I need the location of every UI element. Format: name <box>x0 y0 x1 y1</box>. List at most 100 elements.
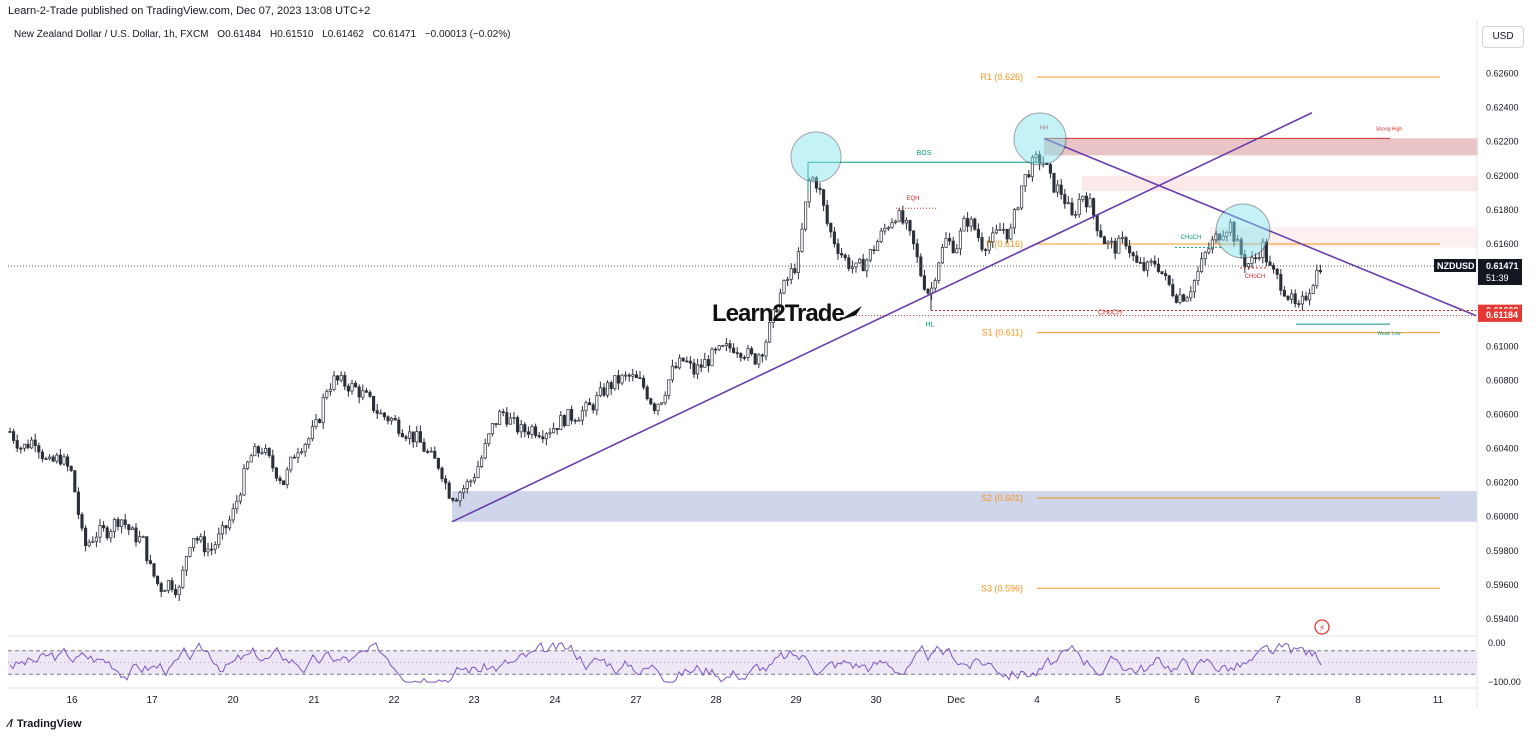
price-tick-4: 0.61800 <box>1486 205 1519 215</box>
pivot-label-4: S3 (0.596) <box>981 583 1023 593</box>
candle-body <box>998 229 1002 231</box>
weak-low-label: Weak Low <box>1377 331 1401 337</box>
candle-body <box>696 364 700 375</box>
candle-body <box>512 417 516 419</box>
candle-body <box>678 357 682 369</box>
candle-body <box>58 454 62 465</box>
candle-body <box>1009 227 1013 240</box>
time-tick-7: 27 <box>630 695 642 706</box>
symbol-legend: New Zealand Dollar / U.S. Dollar, 1h, FX… <box>14 29 516 40</box>
candle-body <box>444 478 448 484</box>
drawings-layer: BOS HH EQH HL CHoCH CHoCH CHoCH Strong High Weak… <box>8 112 1477 523</box>
candle-body <box>1012 209 1016 229</box>
candle-body <box>1070 202 1074 216</box>
candle-body <box>231 508 235 521</box>
price-tick-3: 0.62000 <box>1486 171 1519 181</box>
candle-body <box>832 231 836 245</box>
candle-body <box>12 431 16 441</box>
demand-zone <box>452 491 1477 522</box>
candle-body <box>620 374 624 384</box>
choch-label-1: CHoCH <box>1181 235 1202 241</box>
candle-body <box>1232 221 1236 242</box>
ohlc-open: O0.61484 <box>217 29 262 40</box>
candle-body <box>1138 262 1142 264</box>
time-tick-0: 16 <box>66 695 78 706</box>
candle-body <box>134 527 138 543</box>
candle-body <box>228 519 232 529</box>
time-tick-16: 8 <box>1355 695 1361 706</box>
candle-body <box>494 423 498 425</box>
candle-body <box>724 343 728 347</box>
candle-body <box>102 525 106 529</box>
price-tick-15: 0.59600 <box>1486 580 1519 590</box>
candle-body <box>606 382 610 396</box>
candle-body <box>145 536 149 561</box>
candle-body <box>584 402 588 412</box>
candle-body <box>109 531 113 539</box>
candle-body <box>307 438 311 445</box>
candle-body <box>382 412 386 418</box>
candle-body <box>397 419 401 434</box>
price-axis-layer: 0.62600 0.62400 0.62200 0.62000 0.61800 0.616… <box>8 20 1519 708</box>
choch-label-2: CHoCH <box>1245 274 1266 280</box>
candle-body <box>850 266 854 269</box>
candle-body <box>822 189 826 206</box>
candle-body <box>962 218 966 232</box>
candle-body <box>519 424 523 433</box>
candle-body <box>1131 252 1135 257</box>
tradingview-footer: ⁄/TradingView <box>8 718 82 730</box>
symbol-description: New Zealand Dollar / U.S. Dollar, 1h, FX… <box>14 29 209 40</box>
ohlc-high: H0.61510 <box>270 29 314 40</box>
candle-body <box>1110 240 1114 243</box>
strong-high-label: Strong High <box>1376 126 1403 132</box>
candle-body <box>868 249 872 261</box>
candle-body <box>354 382 358 388</box>
candle-body <box>645 386 649 400</box>
pivot-levels-layer: R1 (0.626) P (0.616) S1 (0.611) S2 (0.601) S… <box>980 72 1440 593</box>
candle-body <box>1095 214 1099 232</box>
candle-body <box>768 322 772 343</box>
currency-button[interactable]: USD <box>1482 26 1524 48</box>
candle-body <box>26 443 30 449</box>
candle-body <box>1088 198 1092 208</box>
candle-body <box>127 524 131 531</box>
candle-body <box>980 237 984 250</box>
candle-body <box>1052 172 1056 193</box>
candle-body <box>994 229 998 234</box>
candle-body <box>1056 184 1060 193</box>
candle-body <box>156 575 160 584</box>
candle-body <box>818 187 822 191</box>
candle-body <box>1081 195 1085 200</box>
price-tick-9: 0.60800 <box>1486 375 1519 385</box>
candle-body <box>505 412 509 425</box>
candle-body <box>530 426 534 435</box>
candle-body <box>904 220 908 224</box>
candle-body <box>1005 228 1009 240</box>
symbol-badge <box>1434 258 1476 272</box>
candle-body <box>62 456 66 465</box>
candle-body <box>796 251 800 274</box>
candle-body <box>1297 303 1301 305</box>
candle-body <box>1002 228 1006 231</box>
candle-body <box>894 220 898 223</box>
candle-body <box>1016 207 1020 210</box>
candle-body <box>375 410 379 414</box>
candle-body <box>523 424 527 433</box>
candle-body <box>825 204 829 224</box>
candle-body <box>955 248 959 254</box>
candle-body <box>753 353 757 365</box>
candle-body <box>739 353 743 358</box>
candle-body <box>465 481 469 489</box>
candle-body <box>1153 260 1157 265</box>
candle-body <box>1221 235 1225 241</box>
price-change: −0.00013 (−0.02%) <box>424 29 511 40</box>
candle-body <box>1196 271 1200 281</box>
watermark-arrow-icon <box>838 306 862 321</box>
candle-body <box>915 243 919 258</box>
candle-body <box>843 254 847 259</box>
price-tick-2: 0.62200 <box>1486 137 1519 147</box>
candle-body <box>123 519 127 526</box>
candle-body <box>440 467 444 480</box>
candle-body <box>670 365 674 381</box>
